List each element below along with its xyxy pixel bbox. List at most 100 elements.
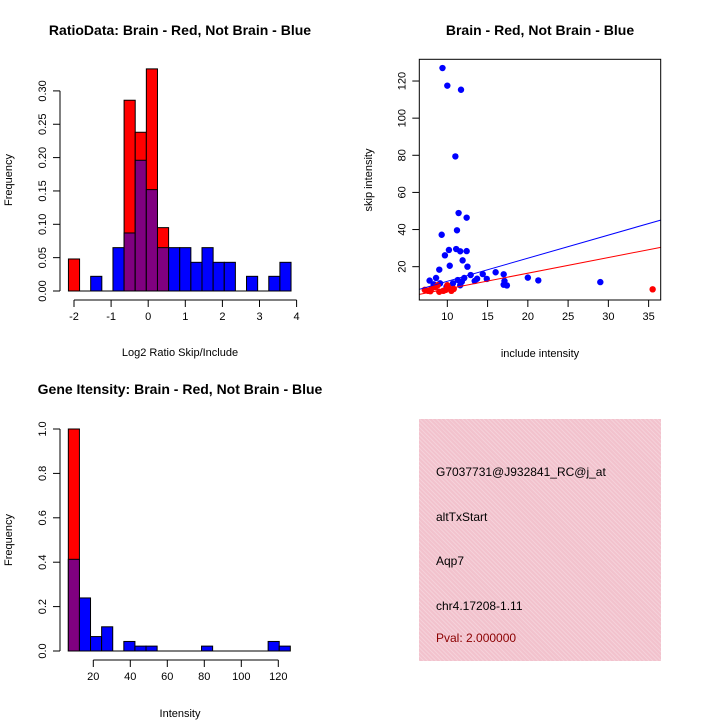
bar-not-brain (212, 261, 225, 292)
chart-title: Gene Itensity: Brain - Red, Not Brain - … (38, 381, 323, 397)
point-brain (444, 282, 451, 289)
y-tick-label: 0.8 (37, 466, 49, 481)
x-tick-label: 1 (182, 311, 188, 323)
point-not-brain (492, 269, 499, 276)
bar-not-brain (179, 247, 192, 292)
bar-not-brain (123, 640, 136, 652)
point-not-brain (464, 263, 471, 270)
chart-title: Brain - Red, Not Brain - Blue (446, 22, 634, 38)
bar-not-brain (267, 640, 280, 652)
location: chr4.17208-1.11 (436, 599, 523, 613)
bar-overlap (156, 247, 170, 292)
gene-name: Aqp7 (436, 554, 465, 568)
point-not-brain (471, 277, 478, 285)
point-not-brain (439, 64, 446, 72)
point-not-brain (535, 277, 542, 284)
point-not-brain (457, 248, 464, 255)
y-tick-label: 0.6 (37, 510, 49, 525)
point-not-brain (452, 153, 459, 160)
point-not-brain (441, 252, 449, 259)
point-not-brain (479, 270, 486, 278)
point-not-brain (463, 247, 470, 255)
chart-title: RatioData: Brain - Red, Not Brain - Blue (49, 22, 311, 38)
point-not-brain (457, 86, 465, 93)
y-axis-label: Frequency (3, 154, 15, 206)
y-tick-label: 0.10 (37, 214, 49, 235)
point-not-brain (449, 280, 457, 287)
fit-line-red (419, 246, 661, 295)
x-tick-label: -1 (106, 311, 116, 323)
point-not-brain (459, 257, 466, 264)
x-axis-label: Intensity (160, 708, 201, 720)
point-not-brain (446, 262, 453, 269)
y-tick-label: 120 (396, 72, 408, 90)
y-tick-label: 1.0 (37, 421, 49, 436)
bar-not-brain (145, 645, 158, 652)
bar-not-brain (268, 275, 281, 292)
y-tick-label: 0.20 (37, 147, 49, 168)
bar-not-brain (90, 636, 103, 652)
point-brain (427, 287, 434, 295)
event-type: altTxStart (436, 510, 488, 524)
bar-not-brain (78, 597, 92, 652)
y-tick-label: 40 (396, 223, 408, 235)
y-tick-label: 20 (396, 261, 408, 273)
point-not-brain (438, 231, 445, 238)
bar-not-brain (278, 645, 291, 652)
x-tick-label: 100 (232, 671, 250, 683)
x-tick-label: -2 (69, 311, 79, 323)
point-not-brain (445, 246, 453, 254)
bar-not-brain (279, 261, 292, 292)
y-tick-label: 0.05 (37, 247, 49, 268)
bar-not-brain (190, 261, 203, 292)
x-tick-label: 20 (522, 311, 534, 323)
bar-not-brain (168, 247, 181, 292)
bar-not-brain (90, 275, 103, 292)
x-tick-label: 3 (256, 311, 262, 323)
y-tick-label: 0.00 (37, 280, 49, 301)
x-tick-label: 4 (294, 311, 300, 323)
x-tick-label: 120 (269, 671, 287, 683)
bar-brain (67, 258, 81, 292)
x-tick-label: 80 (198, 671, 210, 683)
point-not-brain (458, 278, 466, 285)
point-not-brain (426, 277, 433, 284)
bar-overlap (123, 232, 136, 292)
y-tick-label: 0.15 (37, 180, 49, 201)
point-not-brain (500, 271, 507, 278)
plot-frame (418, 58, 662, 301)
y-axis-label: skip intensity (363, 148, 375, 211)
y-tick-label: 80 (396, 149, 408, 161)
x-tick-label: 20 (87, 671, 99, 683)
y-tick-label: 0.2 (37, 599, 49, 614)
x-tick-label: 30 (602, 311, 614, 323)
point-not-brain (501, 277, 508, 285)
point-not-brain (597, 278, 604, 286)
x-tick-label: 2 (219, 311, 225, 323)
point-not-brain (455, 209, 462, 217)
bar-not-brain (101, 626, 114, 652)
x-tick-label: 0 (145, 311, 151, 323)
x-tick-label: 25 (562, 311, 574, 323)
x-tick-label: 35 (642, 311, 654, 323)
point-not-brain (463, 214, 470, 221)
point-brain (649, 286, 656, 293)
y-tick-label: 0.4 (37, 555, 49, 570)
x-tick-label: 10 (441, 311, 453, 323)
fit-line-blue (419, 219, 661, 290)
point-not-brain (524, 274, 532, 281)
bar-not-brain (223, 261, 236, 292)
bar-not-brain (134, 645, 147, 652)
info-panel: G7037731@J932841_RC@j_at altTxStart Aqp7… (419, 419, 661, 661)
x-tick-label: 60 (161, 671, 173, 683)
bar-not-brain (112, 247, 125, 292)
point-not-brain (432, 274, 440, 282)
bar-not-brain (246, 275, 259, 292)
bar-overlap (134, 159, 147, 292)
y-tick-label: 0.0 (37, 643, 49, 658)
y-tick-label: 0.30 (37, 80, 49, 101)
x-tick-label: 15 (481, 311, 493, 323)
y-axis-label: Frequency (3, 514, 15, 566)
